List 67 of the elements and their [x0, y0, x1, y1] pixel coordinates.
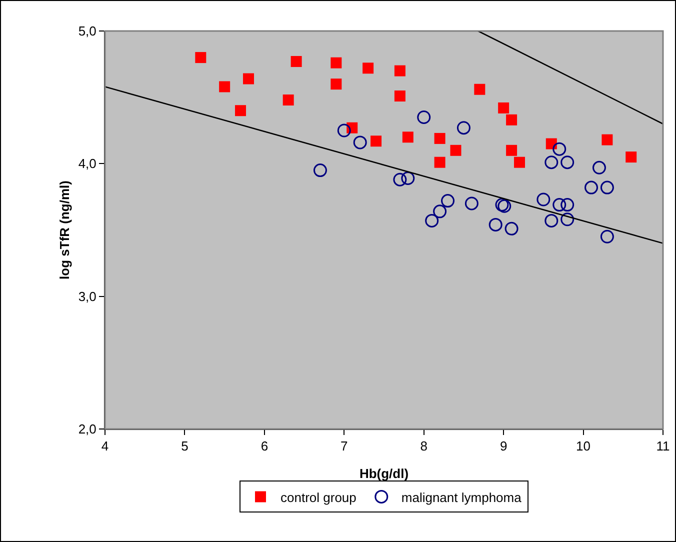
point — [433, 204, 447, 218]
x-tick-label: 9 — [500, 438, 508, 454]
point — [425, 214, 439, 228]
point — [353, 136, 367, 150]
point — [235, 105, 246, 116]
point — [464, 196, 478, 210]
point — [560, 212, 574, 226]
point — [514, 156, 526, 168]
point — [456, 121, 470, 135]
point — [394, 90, 406, 102]
y-tick-label: 3,0 — [78, 288, 96, 304]
point — [441, 194, 455, 208]
y-tick-label: 2,0 — [78, 422, 96, 437]
point — [552, 142, 566, 156]
point — [600, 230, 614, 244]
point — [584, 180, 598, 194]
point — [474, 84, 486, 95]
point — [434, 156, 446, 168]
point — [498, 102, 510, 114]
x-tick-label: 8 — [420, 438, 428, 454]
y-tick-label: 5,0 — [78, 24, 96, 39]
point — [546, 138, 557, 150]
point — [560, 198, 574, 212]
point — [506, 114, 518, 126]
point — [242, 73, 254, 84]
point — [370, 136, 382, 147]
x-tick-label: 5 — [181, 438, 188, 454]
point — [600, 180, 614, 194]
point — [290, 56, 302, 68]
point — [498, 199, 512, 213]
point — [450, 144, 462, 156]
x-tick-label: 4 — [101, 438, 109, 454]
point — [626, 152, 637, 163]
legend-label: control group — [280, 490, 356, 505]
y-tick-label: 4,0 — [78, 156, 96, 172]
point — [282, 94, 294, 106]
x-tick-label: 10 — [576, 438, 591, 454]
point — [362, 62, 374, 74]
point — [536, 192, 550, 206]
x-tick-label: 7 — [340, 438, 348, 454]
point — [195, 52, 206, 64]
point — [393, 172, 407, 186]
point — [544, 214, 558, 228]
point — [330, 78, 342, 90]
point — [337, 124, 351, 138]
point — [592, 160, 606, 174]
point — [560, 156, 574, 170]
point — [504, 222, 518, 236]
legend-label: malignant lymphoma — [401, 490, 522, 505]
point — [219, 81, 230, 92]
point — [330, 57, 342, 68]
point — [488, 218, 502, 232]
point — [402, 132, 414, 143]
point — [394, 65, 406, 76]
x-tick-label: 11 — [656, 438, 670, 454]
x-axis-title: Hb(g/dl) — [359, 466, 409, 481]
point — [506, 144, 518, 156]
x-tick-label: 6 — [260, 438, 268, 454]
point — [552, 198, 566, 212]
point — [544, 156, 558, 170]
point — [602, 134, 613, 146]
y-axis-title: log sTfR (ng/ml) — [57, 180, 72, 280]
point — [495, 198, 509, 212]
point — [434, 132, 446, 144]
point — [313, 164, 327, 178]
point — [401, 172, 415, 186]
point — [417, 110, 431, 124]
